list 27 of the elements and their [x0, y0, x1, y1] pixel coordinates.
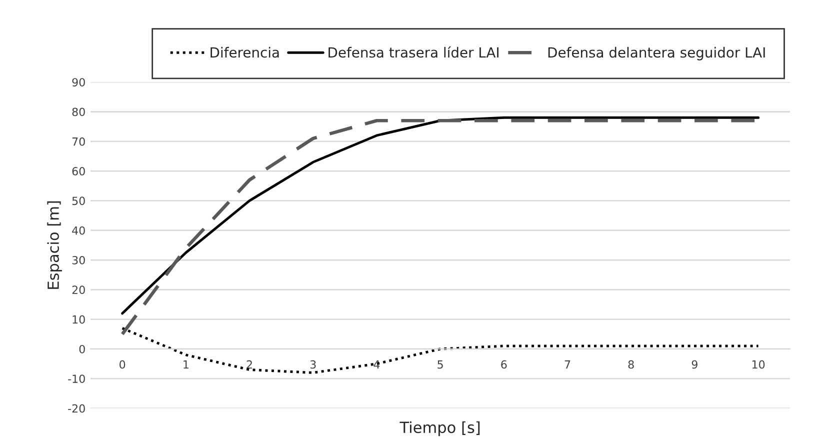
y-tick-label: -10 — [68, 374, 85, 383]
y-tick-label: 20 — [72, 286, 85, 294]
legend-label: Defensa trasera líder LAI — [328, 46, 498, 58]
x-tick-label: 9 — [692, 360, 698, 369]
x-tick-label: 0 — [120, 360, 126, 369]
y-tick-label: 40 — [72, 226, 85, 235]
x-tick-label: 5 — [438, 360, 443, 369]
x-tick-label: 7 — [564, 360, 570, 369]
y-tick-label: 80 — [72, 108, 85, 116]
y-tick-label: 60 — [72, 167, 85, 176]
y-tick-label: 30 — [72, 256, 85, 264]
x-tick-label: 3 — [310, 360, 316, 369]
x-axis-title: Tiempo [s] — [400, 421, 480, 436]
y-tick-label: 50 — [72, 196, 85, 206]
legend-label: Defensa delantera seguidor LAI — [548, 46, 765, 60]
x-tick-label: 6 — [501, 360, 507, 369]
y-tick-label: 70 — [72, 137, 85, 146]
y-tick-label: -20 — [68, 404, 85, 413]
y-tick-label: 10 — [72, 315, 85, 324]
y-tick-label: 90 — [72, 78, 85, 86]
x-tick-label: 1 — [184, 360, 188, 369]
x-tick-label: 8 — [628, 360, 634, 369]
x-tick-label: 10 — [752, 360, 765, 369]
x-tick-label: 2 — [246, 360, 252, 369]
legend-label: Diferencia — [210, 46, 279, 58]
y-axis-title: Espacio [m] — [47, 201, 62, 289]
y-tick-label: 0 — [79, 344, 85, 354]
